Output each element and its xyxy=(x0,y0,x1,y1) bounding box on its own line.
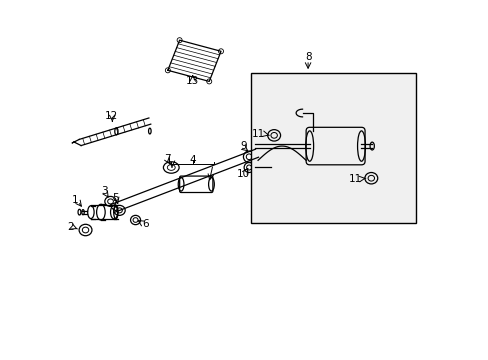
Text: 2: 2 xyxy=(67,222,74,232)
Text: 13: 13 xyxy=(186,76,199,86)
Text: 11: 11 xyxy=(348,174,362,184)
Text: 1: 1 xyxy=(71,195,78,204)
Text: 4: 4 xyxy=(189,156,196,165)
Text: 8: 8 xyxy=(304,52,311,62)
Text: 5: 5 xyxy=(112,193,119,203)
Bar xyxy=(250,73,415,223)
Text: 6: 6 xyxy=(142,219,149,229)
Text: 7: 7 xyxy=(163,154,170,164)
Text: 11: 11 xyxy=(251,129,264,139)
Text: 10: 10 xyxy=(236,168,249,179)
Text: 12: 12 xyxy=(105,111,118,121)
Text: 9: 9 xyxy=(240,141,246,151)
Text: 3: 3 xyxy=(101,186,107,197)
